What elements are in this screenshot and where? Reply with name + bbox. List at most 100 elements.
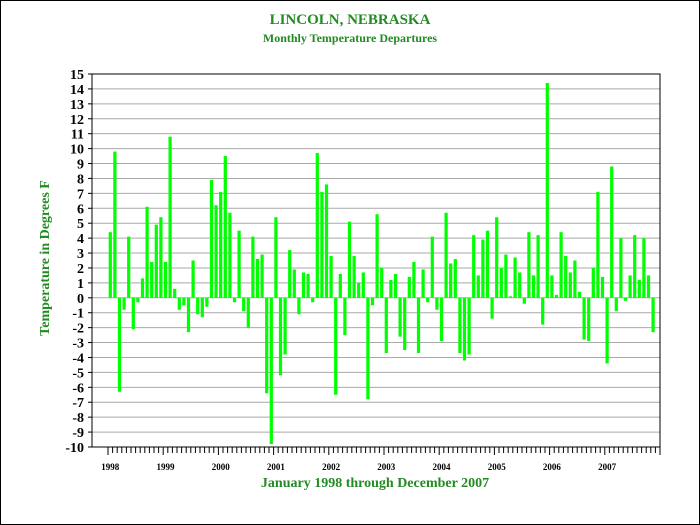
bar [237, 230, 241, 298]
bar [554, 294, 559, 298]
bar [324, 184, 329, 298]
x-tick-label: 2003 [377, 462, 396, 472]
bar [265, 297, 269, 394]
bar [154, 224, 158, 298]
bar [467, 297, 471, 355]
bar [343, 297, 347, 336]
bar [131, 297, 135, 330]
bar [334, 297, 338, 395]
bar [449, 263, 453, 298]
bar [577, 291, 582, 298]
y-tick-label: 3 [77, 247, 84, 262]
bar [384, 297, 388, 354]
bar [200, 297, 204, 318]
y-tick-label: 7 [77, 187, 84, 202]
bar [642, 238, 646, 298]
bar [504, 254, 508, 298]
bar [223, 156, 227, 298]
bar [366, 297, 370, 400]
bar [430, 236, 434, 298]
bar [559, 232, 563, 298]
y-tick-label: -3 [72, 337, 84, 352]
x-tick-label: 2000 [212, 462, 231, 472]
bar [605, 297, 609, 364]
bar [205, 297, 209, 307]
bar [633, 235, 637, 298]
bar [407, 276, 411, 298]
bar [311, 297, 315, 303]
bar [297, 297, 301, 315]
bar [550, 275, 554, 298]
bar [228, 212, 232, 298]
bar [522, 297, 526, 304]
bar [127, 236, 131, 298]
bar [435, 297, 439, 310]
bar [619, 238, 623, 298]
bar [444, 212, 448, 298]
bar [140, 278, 145, 298]
y-tick-label: 8 [77, 172, 84, 187]
bar [412, 261, 416, 298]
x-tick-labels: 1998 1999 2000 2001 2002 2003 2004 2005 2006 2007 [101, 462, 616, 472]
y-tick-label: 10 [70, 143, 84, 158]
bar [214, 205, 218, 298]
y-axis-label: Temperature in Degrees F [38, 180, 53, 336]
x-tick-label: 2004 [433, 462, 452, 472]
y-tick-label: 11 [71, 128, 84, 143]
bar [159, 217, 163, 298]
bar [508, 296, 513, 298]
bar [573, 260, 577, 298]
bar [122, 297, 126, 310]
y-tick-label: -10 [65, 441, 84, 456]
bar [269, 297, 273, 445]
bar [651, 297, 655, 333]
bar [255, 259, 260, 298]
bar [458, 297, 462, 354]
bar [274, 217, 278, 298]
bar [596, 191, 600, 298]
bar [495, 217, 499, 298]
bar [209, 179, 214, 298]
bar [315, 153, 319, 298]
x-tick-label: 2001 [267, 462, 286, 472]
y-tick-labels: 1514131211109876543210-1-2-3-4-5-6-7-8-9… [65, 68, 84, 456]
bar [301, 272, 306, 298]
bar [177, 297, 181, 310]
bar [481, 239, 485, 298]
y-tick-label: 9 [77, 158, 84, 173]
bar [113, 151, 117, 298]
bar-series [108, 82, 655, 445]
bar [361, 272, 365, 298]
y-tick-label: -8 [72, 411, 84, 426]
bar [283, 297, 287, 355]
y-tick-label: 15 [70, 68, 84, 83]
bar [246, 297, 250, 328]
bar [545, 82, 549, 298]
y-tick-label: 2 [77, 262, 84, 277]
bar [380, 267, 384, 298]
y-tick-label: 4 [77, 232, 84, 247]
bar [587, 297, 591, 342]
bar [531, 275, 536, 298]
bar [453, 259, 457, 298]
bar [219, 191, 223, 298]
bar [416, 297, 421, 354]
bar [462, 297, 467, 361]
bar [288, 250, 292, 298]
bar [564, 256, 568, 298]
bar [163, 261, 168, 298]
y-tick-label: -2 [72, 322, 84, 337]
bar [338, 273, 342, 298]
bar [329, 256, 333, 298]
bar [623, 297, 628, 301]
bar [375, 214, 379, 298]
bar [646, 275, 651, 298]
y-tick-label: -6 [72, 381, 84, 396]
bar [191, 260, 195, 298]
bar [439, 297, 444, 342]
bar [582, 297, 586, 340]
x-tick-label: 2007 [598, 462, 617, 472]
x-tick-label: 1998 [101, 462, 120, 472]
bar [260, 254, 264, 298]
